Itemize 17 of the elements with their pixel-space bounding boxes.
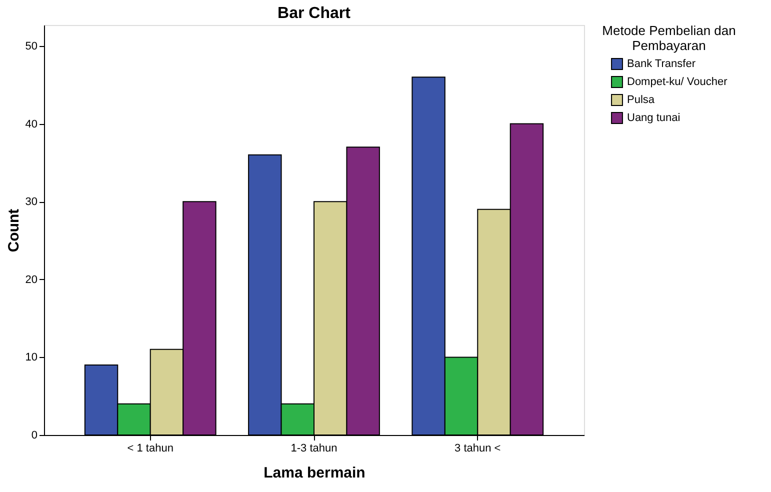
y-tick-label: 40 xyxy=(25,118,38,130)
y-tick-label: 0 xyxy=(31,430,38,442)
x-tick-label: 1-3 tahun xyxy=(290,442,338,454)
legend-label: Bank Transfer xyxy=(627,58,696,70)
x-axis-title: Lama bermain xyxy=(264,464,366,482)
y-tick-label: 50 xyxy=(25,40,38,53)
legend-label: Uang tunai xyxy=(627,112,680,124)
y-tick-label: 10 xyxy=(25,352,38,364)
legend-label: Dompet-ku/ Voucher xyxy=(627,76,728,88)
y-axis-title: Count xyxy=(5,208,22,252)
y-tick-label: 30 xyxy=(25,196,38,208)
legend-title: Metode Pembelian dan Pembayaran xyxy=(602,23,736,53)
x-tick-label: < 1 tahun xyxy=(127,442,174,454)
x-tick-label: 3 tahun < xyxy=(454,442,501,454)
legend-label: Pulsa xyxy=(627,94,656,106)
y-tick-label: 20 xyxy=(25,274,38,286)
chart-title: Bar Chart xyxy=(278,5,352,22)
